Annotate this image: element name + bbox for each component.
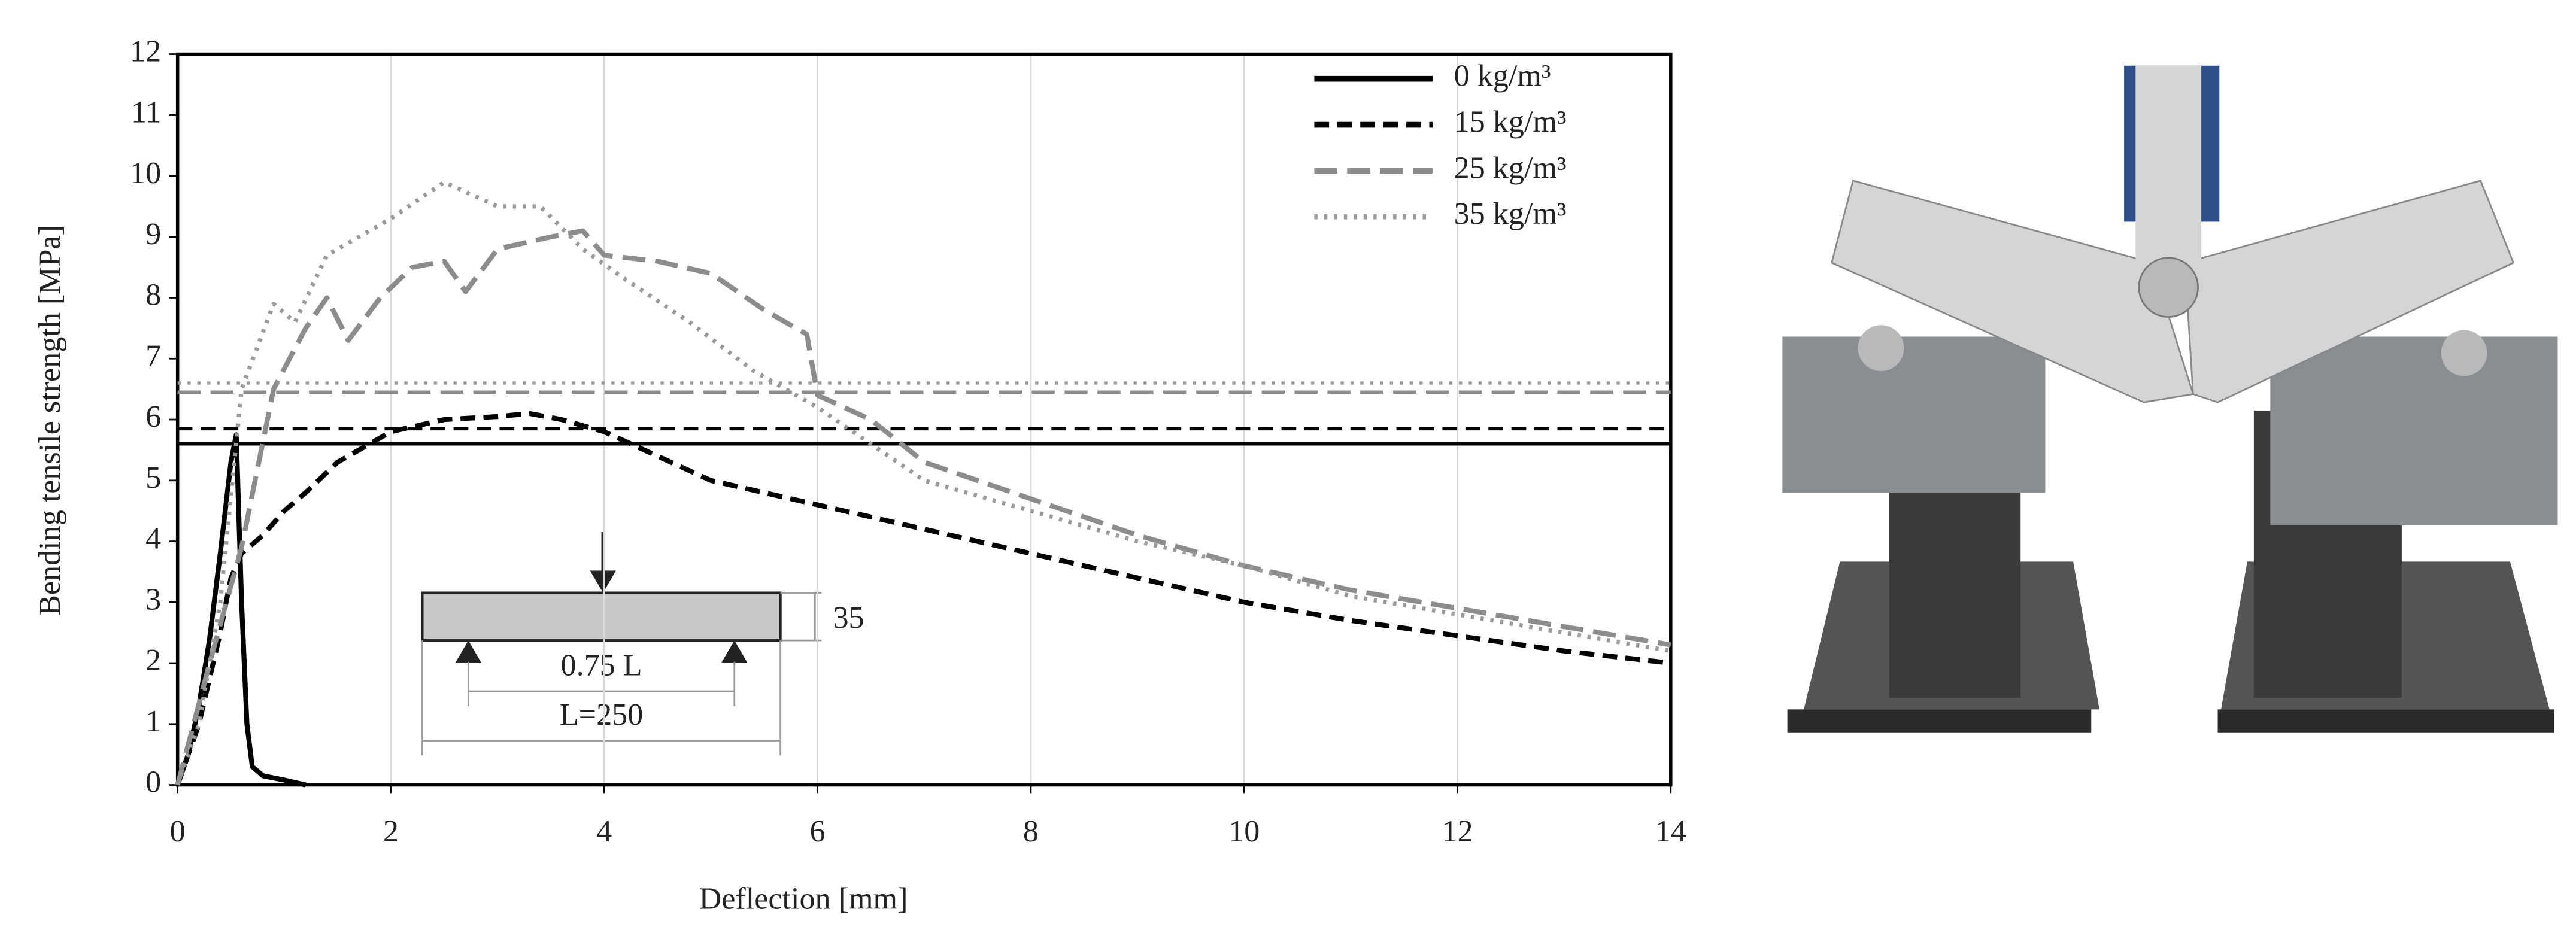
x-tick-label: 10 bbox=[1228, 815, 1260, 849]
legend-label: 0 kg/m³ bbox=[1454, 59, 1551, 93]
x-tick-label: 8 bbox=[1023, 815, 1039, 849]
legend-label: 25 kg/m³ bbox=[1454, 151, 1567, 185]
support bbox=[721, 640, 748, 663]
y-tick-label: 12 bbox=[130, 35, 161, 69]
series-line bbox=[175, 228, 1671, 786]
base-plate bbox=[1787, 709, 2092, 733]
legend-label: 35 kg/m³ bbox=[1454, 197, 1567, 231]
y-tick-label: 7 bbox=[145, 339, 161, 373]
y-tick-label: 2 bbox=[145, 643, 161, 677]
length-label: L=250 bbox=[560, 698, 643, 732]
x-axis-label: Deflection [mm] bbox=[699, 882, 908, 916]
y-axis-label: Bending tensile strength [MPa] bbox=[33, 225, 67, 616]
support-head bbox=[2270, 336, 2558, 526]
plot-frame bbox=[175, 52, 1673, 787]
y-tick-label: 9 bbox=[145, 217, 161, 251]
y-tick-label: 0 bbox=[145, 765, 161, 800]
y-tick-label: 11 bbox=[131, 95, 161, 129]
support-roller bbox=[1858, 325, 1904, 372]
beam bbox=[421, 591, 782, 642]
x-tick-label: 12 bbox=[1442, 815, 1473, 849]
specimen-half bbox=[1831, 180, 2195, 403]
y-tick-label: 1 bbox=[145, 704, 161, 739]
y-tick-label: 10 bbox=[130, 156, 161, 190]
support-head bbox=[1782, 336, 2046, 493]
x-tick-label: 14 bbox=[1655, 815, 1686, 849]
legend-label: 15 kg/m³ bbox=[1454, 105, 1567, 139]
series-line bbox=[175, 411, 1671, 786]
span-label: 0.75 L bbox=[561, 649, 642, 683]
load-arrow-head bbox=[590, 570, 616, 593]
loading-roller bbox=[2138, 257, 2199, 318]
x-tick-label: 0 bbox=[170, 815, 186, 849]
y-tick-label: 6 bbox=[145, 400, 161, 434]
y-tick-label: 4 bbox=[145, 522, 161, 556]
y-tick-label: 5 bbox=[145, 461, 161, 495]
series-line bbox=[175, 180, 1671, 786]
y-tick-label: 8 bbox=[145, 278, 161, 312]
x-tick-label: 4 bbox=[596, 815, 612, 849]
support bbox=[455, 640, 481, 663]
y-tick-label: 3 bbox=[145, 582, 161, 616]
base-plate bbox=[2217, 709, 2555, 733]
photo bbox=[1782, 65, 2558, 733]
height-label: 35 bbox=[833, 601, 864, 635]
x-tick-label: 6 bbox=[810, 815, 826, 849]
x-tick-label: 2 bbox=[383, 815, 399, 849]
beam-diagram bbox=[421, 532, 822, 756]
support-roller bbox=[2441, 330, 2487, 376]
